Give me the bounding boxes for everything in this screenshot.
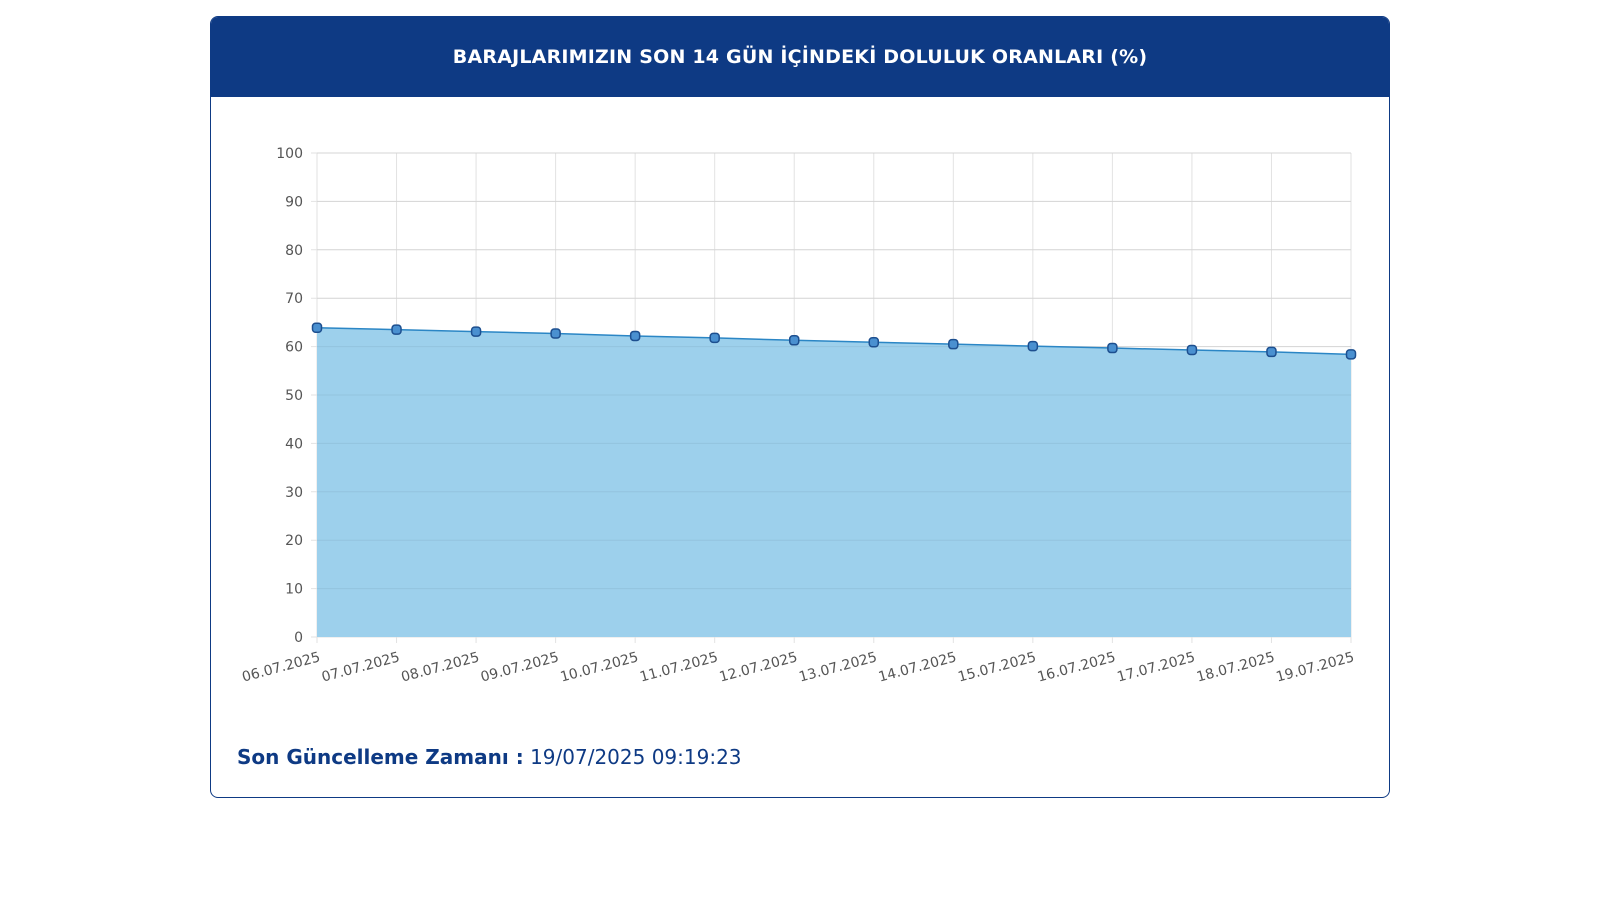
x-tick-label: 11.07.2025 [638,649,720,685]
data-point [1266,346,1277,358]
x-tick-label: 13.07.2025 [797,649,879,685]
series-line [316,326,1352,356]
data-point [391,324,402,335]
y-tick-label: 50 [285,388,303,404]
y-tick-label: 30 [285,485,303,501]
data-point [470,326,482,337]
data-point [629,330,641,342]
x-tick-label: 17.07.2025 [1115,649,1197,685]
x-tick-label: 08.07.2025 [400,649,482,685]
y-tick-label: 70 [285,291,303,307]
area-chart: 0 10 20 30 40 50 60 70 80 90 100 06.07.202507.07.20… [240,146,1357,686]
last-update-value: 19/07/2025 09:19:23 [530,745,742,769]
x-tick-label: 12.07.2025 [718,649,800,685]
y-tick-label: 100 [276,146,303,162]
x-tick-label: 19.07.2025 [1274,649,1356,685]
data-point [550,328,561,339]
last-update: Son Güncelleme Zamanı : 19/07/2025 09:19… [237,745,742,769]
x-tick-label: 07.07.2025 [320,649,402,685]
y-tick-label: 20 [285,533,303,549]
y-tick-label: 40 [285,436,303,452]
y-tick-label: 0 [294,630,303,646]
x-tick-label: 16.07.2025 [1036,649,1118,685]
data-point [1027,340,1039,352]
data-point [868,336,880,348]
y-tick-label: 60 [285,340,303,356]
y-tick-label: 80 [285,243,303,259]
x-tick-label: 15.07.2025 [956,649,1038,685]
chart-card: BARAJLARIMIZIN SON 14 GÜN İÇİNDEKİ DOLUL… [210,16,1390,798]
data-point [1186,344,1198,356]
data-point [1107,342,1118,354]
data-point [709,332,720,344]
data-point [788,335,800,346]
area-fill [317,327,1351,637]
card-header: BARAJLARIMIZIN SON 14 GÜN İÇİNDEKİ DOLUL… [211,17,1389,97]
data-point [948,338,959,350]
last-update-label: Son Güncelleme Zamanı : [237,745,524,769]
x-tick-label: 10.07.2025 [559,649,641,685]
data-point [1345,349,1357,360]
x-tick-label: 14.07.2025 [877,649,959,685]
x-tick-label: 09.07.2025 [479,649,561,685]
chart-title: BARAJLARIMIZIN SON 14 GÜN İÇİNDEKİ DOLUL… [452,46,1148,68]
y-tick-label: 10 [285,582,303,598]
y-tick-label: 90 [285,194,303,210]
data-point [311,322,323,333]
x-tick-label: 06.07.2025 [240,649,322,685]
x-tick-label: 18.07.2025 [1195,649,1277,685]
